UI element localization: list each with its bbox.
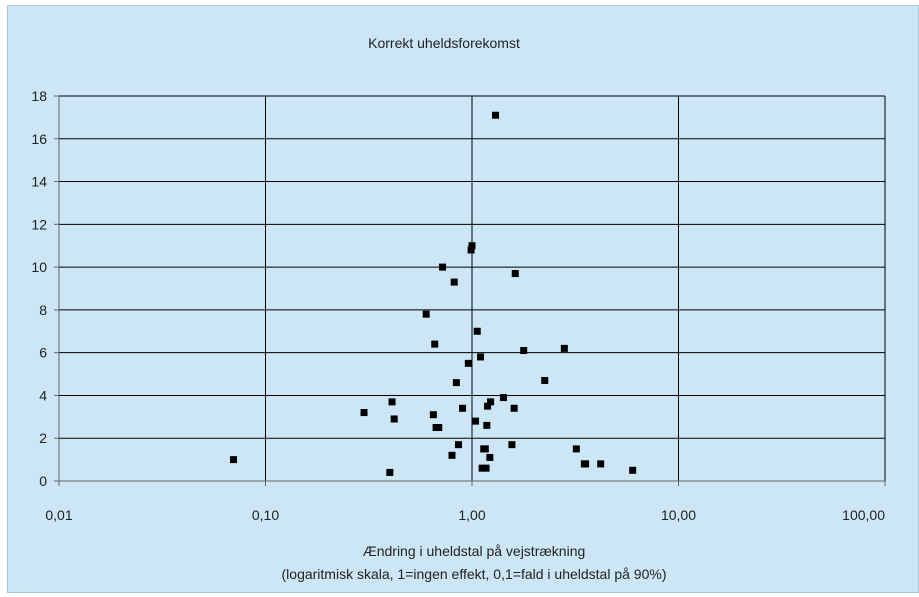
data-point: [629, 466, 637, 474]
x-axis-label: Ændring i uheldstal på vejstrækning: [363, 543, 586, 559]
y-tick-label: 6: [39, 345, 47, 361]
grid: [59, 95, 886, 481]
data-point: [386, 468, 394, 476]
data-point: [483, 421, 491, 429]
data-point: [435, 424, 443, 432]
data-point: [510, 404, 518, 412]
data-point: [511, 270, 519, 278]
y-tick-label: 14: [31, 174, 47, 190]
data-point: [478, 464, 486, 472]
data-point: [431, 340, 439, 348]
data-point: [472, 417, 480, 425]
y-tick-label: 0: [39, 473, 47, 489]
data-point: [454, 441, 462, 449]
data-point: [459, 404, 467, 412]
data-point: [439, 263, 447, 271]
y-tick-label: 8: [39, 302, 47, 318]
x-tick-label: 0,01: [45, 507, 72, 523]
y-tick-label: 4: [39, 387, 47, 403]
data-point: [597, 460, 605, 468]
chart-frame: Korrekt uheldsforekomst 0 2 4 6 8 10 12 14 16 18 …: [7, 5, 919, 593]
data-point: [464, 359, 472, 367]
data-point: [230, 456, 238, 464]
data-point: [390, 415, 398, 423]
data-point: [582, 460, 590, 468]
data-point: [499, 394, 507, 402]
x-axis-label-note: (logaritmisk skala, 1=ingen effekt, 0,1=…: [282, 566, 667, 582]
y-tick-label: 10: [31, 259, 47, 275]
data-point: [467, 246, 475, 254]
data-point: [508, 441, 516, 449]
data-point: [422, 310, 430, 318]
data-point: [388, 398, 396, 406]
data-point: [452, 379, 460, 387]
axes: [54, 95, 886, 486]
y-tick-label: 2: [39, 430, 47, 446]
x-tick-label: 1,00: [458, 507, 485, 523]
y-axis-tick-labels: 0 2 4 6 8 10 12 14 16 18: [31, 88, 47, 489]
data-point: [520, 347, 528, 355]
x-tick-label: 0,10: [252, 507, 279, 523]
x-axis-tick-labels: 0,01 0,10 1,00 10,00 100,00: [45, 507, 885, 523]
chart-title: Korrekt uheldsforekomst: [368, 35, 520, 51]
data-point: [473, 327, 481, 335]
data-point: [448, 451, 456, 459]
y-tick-label: 12: [31, 216, 47, 232]
y-tick-label: 16: [31, 131, 47, 147]
data-point: [482, 464, 490, 472]
data-point: [541, 376, 549, 384]
data-point: [560, 344, 568, 352]
x-tick-label: 100,00: [842, 507, 885, 523]
data-point: [492, 111, 500, 119]
data-point: [481, 445, 489, 453]
data-point: [360, 409, 368, 417]
data-points: [230, 111, 637, 476]
data-point: [572, 445, 580, 453]
data-point: [450, 278, 458, 286]
data-point: [429, 411, 437, 419]
scatter-chart: Korrekt uheldsforekomst 024681012141618 …: [31, 35, 886, 582]
data-point: [477, 353, 485, 361]
data-point: [487, 398, 495, 406]
data-point: [468, 242, 476, 250]
data-point: [486, 453, 494, 461]
y-tick-label: 18: [31, 88, 47, 104]
x-tick-label: 10,00: [661, 507, 696, 523]
data-point: [484, 402, 492, 410]
